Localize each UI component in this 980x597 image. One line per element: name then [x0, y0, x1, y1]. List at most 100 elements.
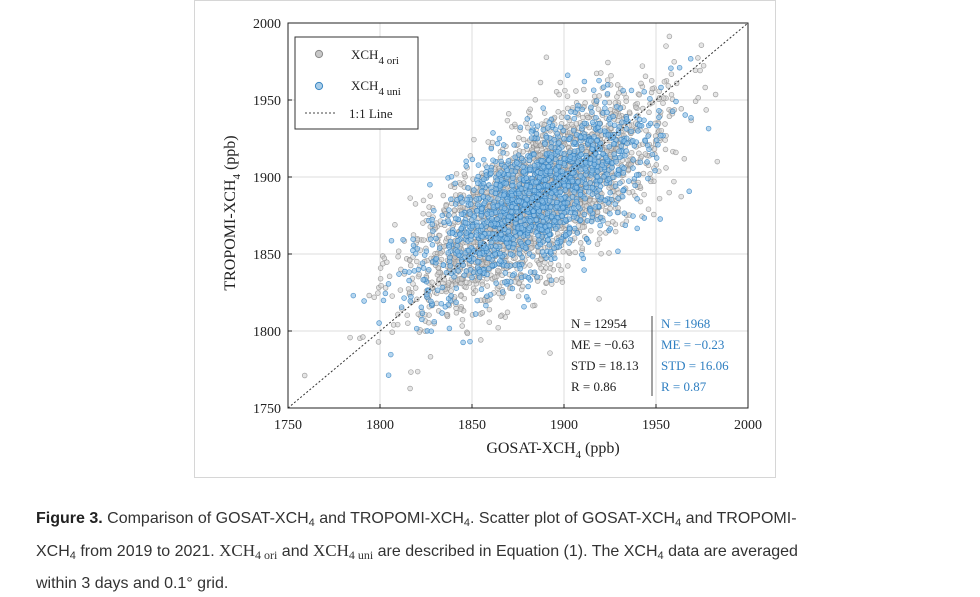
scatter-point [501, 226, 508, 232]
scatter-point [571, 139, 578, 146]
scatter-point [469, 217, 475, 223]
stat-uni-r: R = 0.87 [661, 379, 707, 394]
scatter-point [647, 95, 653, 102]
scatter-point [637, 122, 643, 129]
scatter-point [463, 230, 470, 236]
scatter-point [537, 241, 544, 248]
scatter-point [540, 218, 547, 225]
scatter-point [653, 137, 660, 143]
scatter-point [536, 184, 542, 191]
scatter-point [543, 54, 550, 61]
scatter-point [452, 180, 458, 187]
scatter-point [547, 168, 554, 175]
scatter-point [392, 222, 398, 228]
scatter-point [470, 256, 477, 262]
scatter-point [490, 157, 496, 163]
scatter-point [560, 249, 566, 255]
scatter-point [553, 167, 559, 173]
scatter-point [434, 287, 441, 293]
scatter-point [440, 192, 447, 199]
scatter-point [610, 219, 616, 225]
scatter-point [614, 82, 621, 88]
scatter-point [525, 239, 532, 246]
scatter-point [475, 162, 482, 168]
scatter-point [558, 196, 564, 202]
scatter-point [527, 166, 533, 173]
scatter-point [641, 117, 647, 123]
scatter-point [504, 117, 511, 124]
scatter-point [529, 253, 536, 260]
scatter-point [501, 192, 507, 198]
scatter-point [390, 322, 397, 328]
scatter-point [662, 121, 668, 127]
scatter-point [429, 242, 436, 248]
scatter-point [509, 272, 516, 279]
scatter-point [712, 91, 719, 98]
scatter-point [573, 198, 580, 205]
y-tick-label: 2000 [253, 17, 281, 32]
scatter-point [628, 128, 634, 135]
scatter-point [502, 270, 509, 276]
scatter-point [481, 200, 488, 206]
scatter-point [423, 248, 430, 254]
scatter-point [545, 125, 551, 131]
scatter-point [678, 193, 684, 200]
scatter-point [541, 121, 548, 128]
scatter-point [484, 297, 491, 304]
stat-uni-std: STD = 16.06 [661, 358, 729, 373]
scatter-point [414, 237, 421, 243]
scatter-point [476, 250, 483, 257]
scatter-point [622, 152, 628, 159]
scatter-point [557, 124, 564, 130]
scatter-point [648, 77, 655, 84]
scatter-point [541, 110, 548, 116]
scatter-point [412, 250, 419, 257]
scatter-point [371, 294, 377, 301]
scatter-point [474, 201, 481, 208]
scatter-point [661, 78, 668, 85]
scatter-point [671, 59, 677, 65]
scatter-point [414, 258, 420, 265]
scatter-point [545, 163, 552, 170]
scatter-point [458, 293, 464, 299]
scatter-point [596, 153, 602, 160]
scatter-point [598, 250, 604, 257]
scatter-point [601, 174, 607, 180]
scatter-point [458, 280, 464, 287]
scatter-point [593, 114, 599, 121]
scatter-point [514, 160, 520, 166]
scatter-point [486, 319, 493, 325]
scatter-point [531, 162, 538, 169]
scatter-point [617, 180, 623, 186]
scatter-point [503, 181, 509, 187]
scatter-point [604, 77, 611, 83]
scatter-point [571, 189, 577, 195]
scatter-point [510, 236, 517, 242]
scatter-point [469, 223, 476, 230]
scatter-point [525, 283, 531, 290]
scatter-point [511, 229, 518, 235]
x-tick-label: 1750 [274, 418, 302, 433]
scatter-point [601, 128, 608, 134]
scatter-point [673, 98, 679, 105]
scatter-point [454, 248, 461, 255]
scatter-point [591, 133, 597, 140]
scatter-point [589, 184, 596, 191]
scatter-point [666, 33, 673, 40]
scatter-point [577, 191, 584, 198]
scatter-point [377, 265, 384, 271]
scatter-point [592, 204, 598, 210]
scatter-point [551, 137, 558, 143]
scatter-point [555, 262, 562, 268]
scatter-point [439, 310, 445, 316]
scatter-point [602, 207, 609, 214]
scatter-point [581, 267, 587, 273]
scatter-point [484, 211, 490, 217]
scatter-point [420, 210, 426, 217]
scatter-point [600, 84, 607, 90]
scatter-point [614, 103, 620, 110]
scatter-point [596, 236, 603, 242]
scatter-point [544, 183, 551, 189]
scatter-point [488, 145, 495, 152]
scatter-point [547, 350, 553, 356]
